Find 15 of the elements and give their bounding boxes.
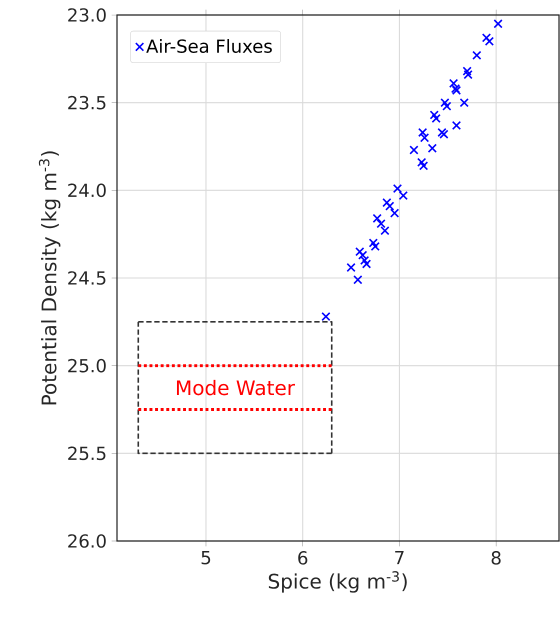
x-tick-label: 5 — [202, 551, 210, 564]
x-tick-label: 8 — [492, 551, 501, 565]
x-tick-label: 6 — [298, 551, 308, 565]
y-tick-label: 25.0 — [68, 358, 106, 372]
y-tick-label: 23.5 — [68, 96, 106, 110]
y-tick-label: 24.0 — [68, 184, 106, 198]
legend-label: Air-Sea Fluxes — [146, 39, 272, 53]
x-axis-title: Spice (kg m$^{-3}$) — [268, 571, 407, 593]
y-tick-label: 25.5 — [68, 446, 106, 460]
annotation: Mode Water — [176, 380, 295, 396]
y-tick-label: 23.0 — [68, 8, 106, 22]
y-axis-title: Potential Density (kg m$^{-3}$) — [38, 151, 60, 404]
x-tick-label: 7 — [395, 551, 404, 564]
y-tick-label: 24.5 — [68, 271, 106, 285]
y-tick-label: 26.0 — [68, 534, 106, 548]
